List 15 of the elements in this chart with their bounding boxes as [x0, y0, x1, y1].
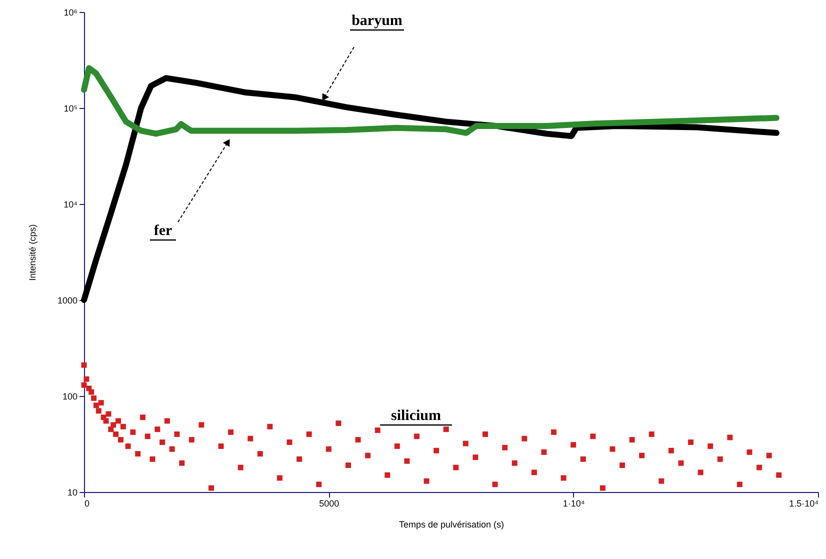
text: baryum	[352, 13, 403, 29]
series-label: silicium	[390, 408, 442, 424]
y-tick-label: 10⁶	[64, 8, 78, 18]
text: fer	[154, 223, 172, 239]
y-tick-label: 10	[67, 488, 78, 498]
y-tick-label: 10⁵	[64, 104, 78, 114]
x-tick-label: 1.5·10⁴	[789, 498, 819, 508]
x-axis-title: Temps de pulvérisation (s)	[398, 520, 504, 530]
y-axis-title: Intensité (cps)	[27, 224, 38, 281]
y-tick-label: 10⁴	[64, 200, 78, 210]
x-tick-label: 1·10⁴	[562, 498, 585, 508]
y-tick-label: 100	[62, 392, 78, 402]
x-tick-label: 0	[84, 498, 90, 508]
y-tick-label: 1000	[57, 296, 78, 306]
x-tick-label: 5000	[319, 498, 340, 508]
